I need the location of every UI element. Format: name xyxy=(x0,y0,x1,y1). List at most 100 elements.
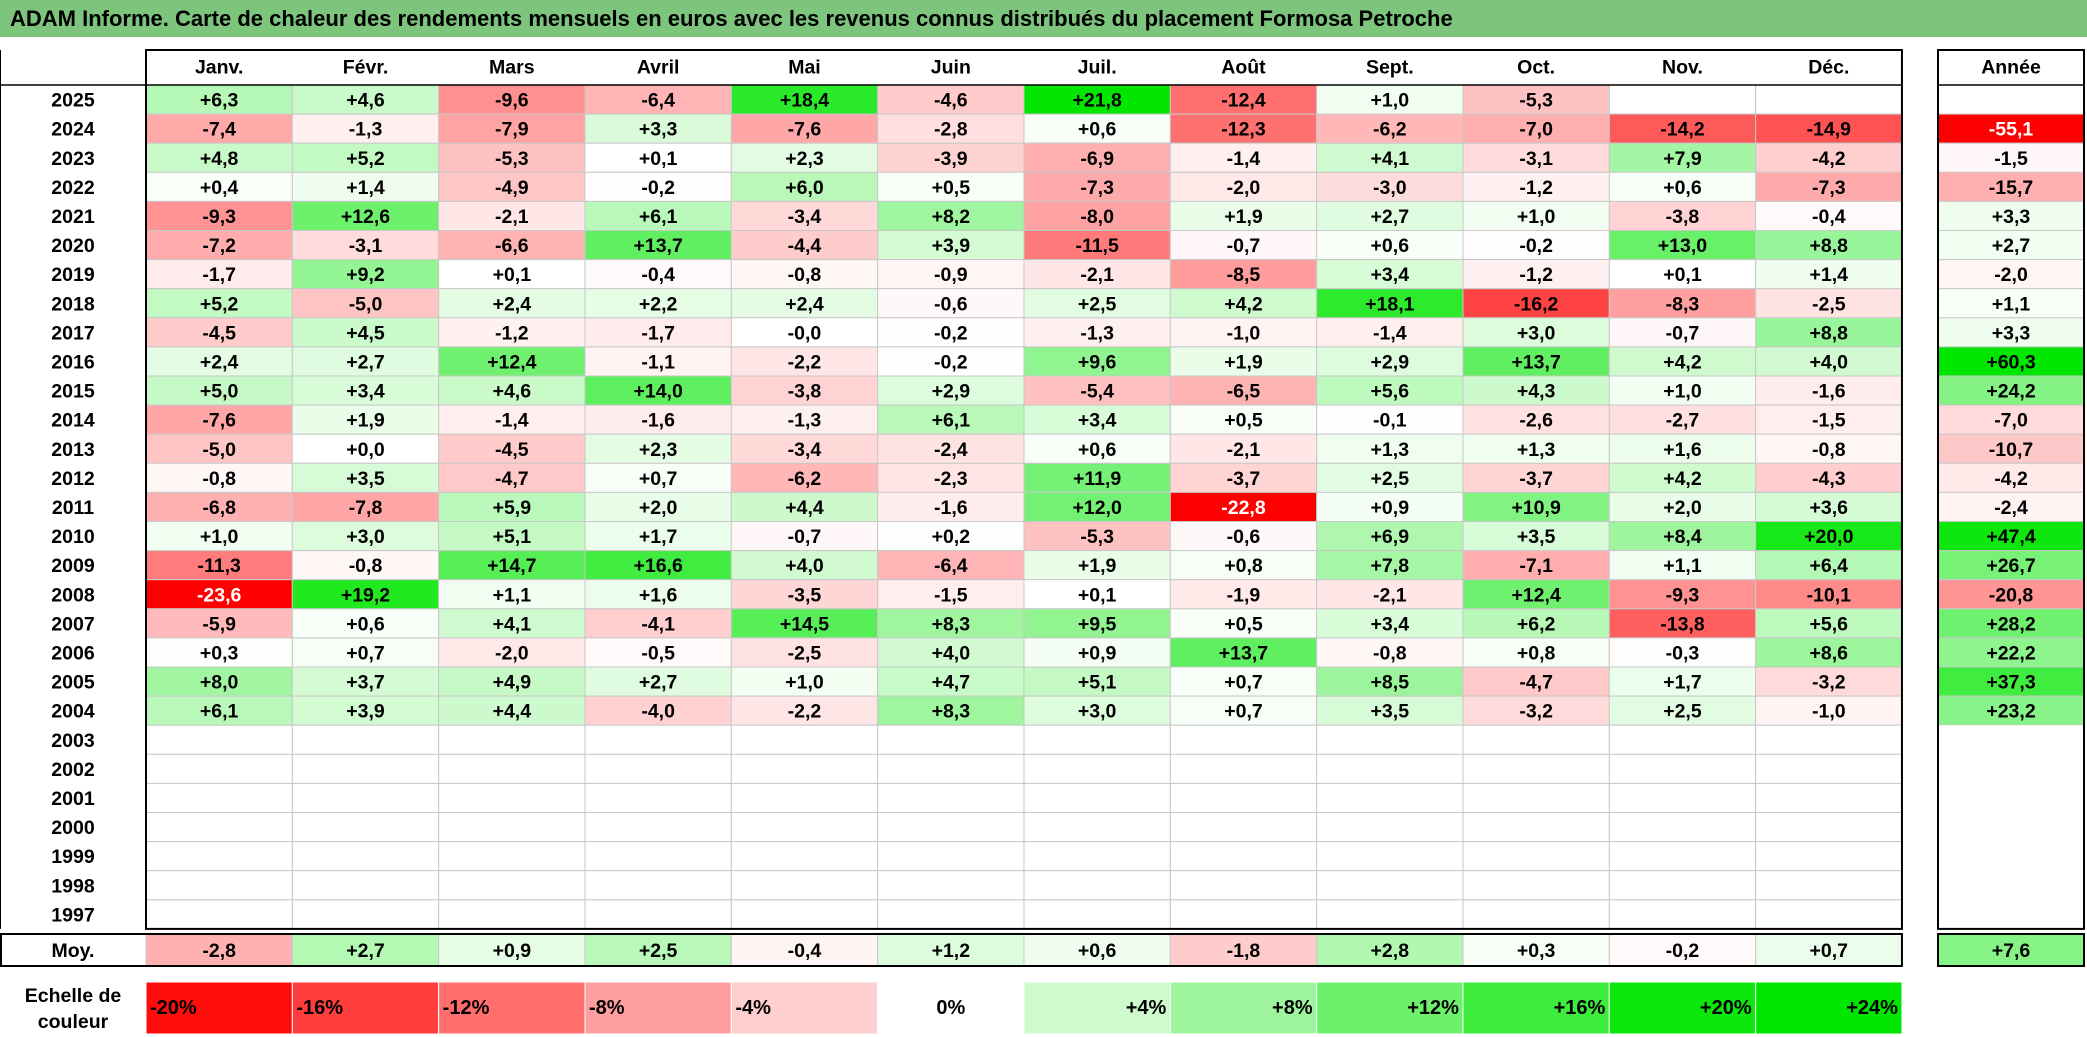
year-label: 2023 xyxy=(51,148,95,170)
heat-value: -7,2 xyxy=(202,235,236,257)
heat-cell xyxy=(1608,870,1757,901)
heat-value: -3,7 xyxy=(1519,468,1553,490)
heat-value: +10,9 xyxy=(1511,497,1560,519)
heat-cell xyxy=(1023,899,1171,930)
heat-value: +0,7 xyxy=(346,642,385,664)
heat-cell xyxy=(1462,433,1610,464)
heat-cell xyxy=(438,433,586,464)
heat-value: +3,6 xyxy=(1810,497,1849,519)
heat-value: +1,0 xyxy=(1663,381,1702,403)
heat-value: -1,2 xyxy=(1519,177,1553,199)
heat-value: +2,4 xyxy=(785,293,824,315)
heat-cell xyxy=(877,200,1025,231)
heat-value: -0,2 xyxy=(1519,235,1553,257)
month-header: Mars xyxy=(489,57,535,79)
heat-cell xyxy=(730,782,879,814)
heat-value: +0,4 xyxy=(200,177,239,199)
heat-value: +2,0 xyxy=(1663,497,1702,519)
heat-value: -4,3 xyxy=(1812,468,1846,490)
heat-value: +1,6 xyxy=(1663,439,1702,461)
heat-cell xyxy=(1462,870,1610,901)
heat-cell xyxy=(1608,695,1757,726)
heat-value: -4,5 xyxy=(495,439,529,461)
heat-cell xyxy=(730,841,879,872)
heat-value: +6,1 xyxy=(639,206,678,228)
heat-cell xyxy=(145,375,293,406)
month-header: Févr. xyxy=(343,57,389,79)
heat-value: +8,0 xyxy=(200,672,239,694)
average-row-border xyxy=(0,933,1903,967)
heat-value: -2,2 xyxy=(788,351,822,373)
heat-cell xyxy=(877,870,1025,901)
heat-cell xyxy=(291,375,440,406)
heat-cell xyxy=(291,812,440,843)
heat-cell xyxy=(1169,695,1318,726)
heat-cell xyxy=(1755,695,1903,726)
scale-label: -20% xyxy=(150,997,197,1019)
heat-cell xyxy=(438,142,586,173)
average-value: +0,7 xyxy=(1810,940,1849,962)
heat-cell xyxy=(1755,142,1903,173)
annual-value: +24,2 xyxy=(1986,381,2035,403)
average-value: -2,8 xyxy=(202,940,236,962)
heat-value: +1,9 xyxy=(1224,206,1263,228)
heat-value: -11,5 xyxy=(1075,235,1119,257)
heat-value: -9,3 xyxy=(202,206,236,228)
scale-swatch xyxy=(1462,981,1610,1035)
annual-value: +37,3 xyxy=(1986,672,2035,694)
heat-cell xyxy=(584,375,732,406)
heat-cell xyxy=(1023,404,1171,435)
heat-cell xyxy=(1755,870,1903,901)
heat-value: +1,6 xyxy=(639,584,678,606)
heat-cell xyxy=(438,637,586,668)
heat-cell xyxy=(1755,841,1903,872)
annual-value: +28,2 xyxy=(1986,613,2035,635)
heat-cell xyxy=(1462,521,1610,552)
heat-value: +8,6 xyxy=(1810,642,1849,664)
heat-value: +5,0 xyxy=(200,381,239,403)
heat-value: -2,3 xyxy=(934,468,968,490)
scale-label: +24% xyxy=(1846,997,1898,1019)
heat-value: +4,7 xyxy=(932,672,971,694)
heat-value: +12,4 xyxy=(1511,584,1560,606)
heat-cell xyxy=(584,841,732,872)
heat-value: -1,7 xyxy=(202,264,236,286)
heat-cell xyxy=(145,317,293,348)
heat-value: +7,8 xyxy=(1371,555,1410,577)
heat-value: +0,6 xyxy=(1371,235,1410,257)
heat-value: +3,5 xyxy=(1371,701,1410,723)
heat-value: +4,9 xyxy=(493,672,532,694)
year-label: 2005 xyxy=(51,672,95,694)
heat-cell xyxy=(1316,230,1464,261)
heat-cell xyxy=(877,899,1025,930)
heat-value: -1,5 xyxy=(1812,410,1846,432)
year-label: 1998 xyxy=(51,875,95,897)
heat-cell xyxy=(1316,899,1464,930)
heat-value: +2,3 xyxy=(785,148,824,170)
heat-value: +5,2 xyxy=(346,148,385,170)
heat-cell xyxy=(1608,812,1757,843)
heat-value: -0,7 xyxy=(788,526,822,548)
scale-title: couleur xyxy=(38,1011,109,1033)
heat-cell xyxy=(1755,812,1903,843)
heat-value: +5,2 xyxy=(200,293,239,315)
heat-cell xyxy=(584,782,732,814)
annual-cell xyxy=(1938,870,2084,900)
heat-value: +0,6 xyxy=(1078,119,1117,141)
annual-cell xyxy=(1937,608,2085,639)
heat-cell xyxy=(1169,404,1318,435)
heat-value: +5,1 xyxy=(1078,672,1117,694)
heat-value: +4,6 xyxy=(493,381,532,403)
heat-value: -0,4 xyxy=(641,264,675,286)
heat-value: +3,5 xyxy=(1517,526,1556,548)
heat-cell xyxy=(438,724,586,755)
heat-cell xyxy=(1169,113,1318,144)
heat-value: +20,0 xyxy=(1804,526,1853,548)
year-label: 2017 xyxy=(51,322,94,344)
heat-cell xyxy=(877,841,1025,872)
heat-cell xyxy=(730,899,879,930)
heat-cell xyxy=(1169,841,1318,872)
heat-cell xyxy=(1316,317,1464,348)
